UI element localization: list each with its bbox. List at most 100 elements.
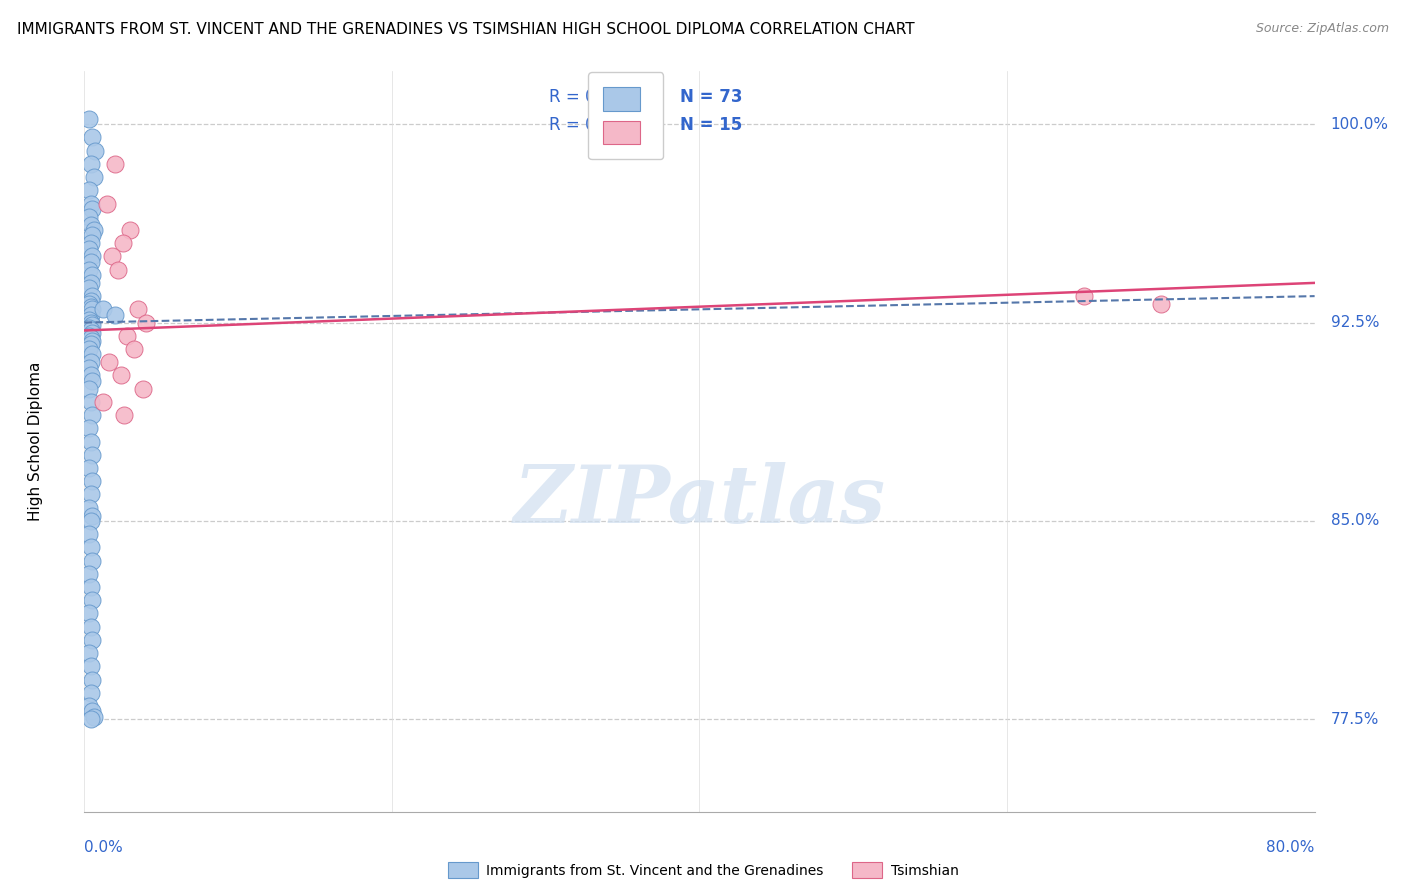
Point (77, 281, 100, 295)
Point (79, 254, 101, 268)
Text: N = 73: N = 73 (681, 88, 742, 106)
Point (79, 514, 101, 528)
Point (80, 289, 103, 303)
Point (79, 196, 101, 211)
Text: 0.0%: 0.0% (84, 840, 124, 855)
Point (122, 342, 145, 356)
Point (127, 302, 149, 317)
Point (79, 316, 101, 330)
Point (77, 566, 100, 581)
Point (79, 712, 101, 726)
Point (77, 321, 100, 335)
Point (79, 686, 101, 700)
Text: IMMIGRANTS FROM ST. VINCENT AND THE GRENADINES VS TSIMSHIAN HIGH SCHOOL DIPLOMA : IMMIGRANTS FROM ST. VINCENT AND THE GREN… (17, 22, 914, 37)
Point (80, 593, 103, 607)
Point (80, 553, 103, 567)
Point (111, 236, 134, 251)
Point (79, 541, 101, 555)
Point (80, 130, 103, 145)
Point (79, 336, 101, 351)
Point (101, 250, 124, 264)
Point (79, 355, 101, 369)
Point (135, 316, 157, 330)
Point (83, 170, 105, 185)
Point (77, 328, 100, 343)
Text: 77.5%: 77.5% (1330, 712, 1379, 727)
Text: 85.0%: 85.0% (1330, 514, 1379, 528)
Point (77, 210, 100, 224)
Point (104, 157, 127, 171)
Point (79, 300, 101, 314)
Point (104, 308, 127, 322)
Text: N = 15: N = 15 (681, 116, 742, 134)
Point (80, 374, 103, 388)
Point (79, 236, 101, 251)
Point (77, 262, 100, 277)
Point (98, 355, 120, 369)
Point (79, 218, 101, 232)
Point (110, 368, 132, 383)
Point (77, 382, 100, 396)
Point (79, 294, 101, 309)
Point (79, 659, 101, 673)
Text: 92.5%: 92.5% (1330, 315, 1379, 330)
Point (79, 620, 101, 634)
Point (77, 183, 100, 197)
Point (80, 448, 103, 462)
Point (80, 202, 103, 216)
Text: ZIPatlas: ZIPatlas (513, 462, 886, 540)
Point (80, 408, 103, 422)
Text: R = 0.186: R = 0.186 (550, 88, 633, 106)
Point (79, 331, 101, 345)
Point (77, 242, 100, 256)
Point (80, 228, 103, 243)
Point (80, 250, 103, 264)
Point (83, 223, 105, 237)
Point (77, 342, 100, 356)
Point (77, 313, 100, 327)
Point (80, 347, 103, 361)
Point (80, 508, 103, 523)
Text: 80.0%: 80.0% (1267, 840, 1315, 855)
Point (80, 326, 103, 340)
Point (107, 262, 129, 277)
Point (1150, 297, 1173, 311)
Point (79, 276, 101, 290)
Point (120, 223, 142, 237)
Point (80, 334, 103, 348)
Point (132, 382, 155, 396)
Point (77, 698, 100, 713)
Legend: Immigrants from St. Vincent and the Grenadines, Tsimshian: Immigrants from St. Vincent and the Gren… (440, 855, 966, 885)
Text: Source: ZipAtlas.com: Source: ZipAtlas.com (1256, 22, 1389, 36)
Point (112, 408, 135, 422)
Point (117, 328, 139, 343)
Point (79, 157, 101, 171)
Point (77, 500, 100, 515)
Point (77, 112, 100, 126)
Point (80, 474, 103, 488)
Point (91, 302, 114, 317)
Point (1073, 289, 1095, 303)
Text: R = 0.128: R = 0.128 (550, 116, 633, 134)
Point (77, 297, 100, 311)
Point (83, 709, 105, 723)
Point (80, 318, 103, 333)
Text: High School Diploma: High School Diploma (28, 362, 42, 521)
Point (77, 527, 100, 541)
Text: 100.0%: 100.0% (1330, 117, 1389, 132)
Point (79, 368, 101, 383)
Point (77, 607, 100, 621)
Point (79, 324, 101, 338)
Point (77, 646, 100, 660)
Point (79, 395, 101, 409)
Point (80, 704, 103, 718)
Point (80, 268, 103, 282)
Point (77, 461, 100, 475)
Point (79, 487, 101, 501)
Point (84, 144, 107, 158)
Point (79, 580, 101, 594)
Point (91, 395, 114, 409)
Point (80, 632, 103, 647)
Point (77, 360, 100, 375)
Legend: , : , (588, 72, 664, 160)
